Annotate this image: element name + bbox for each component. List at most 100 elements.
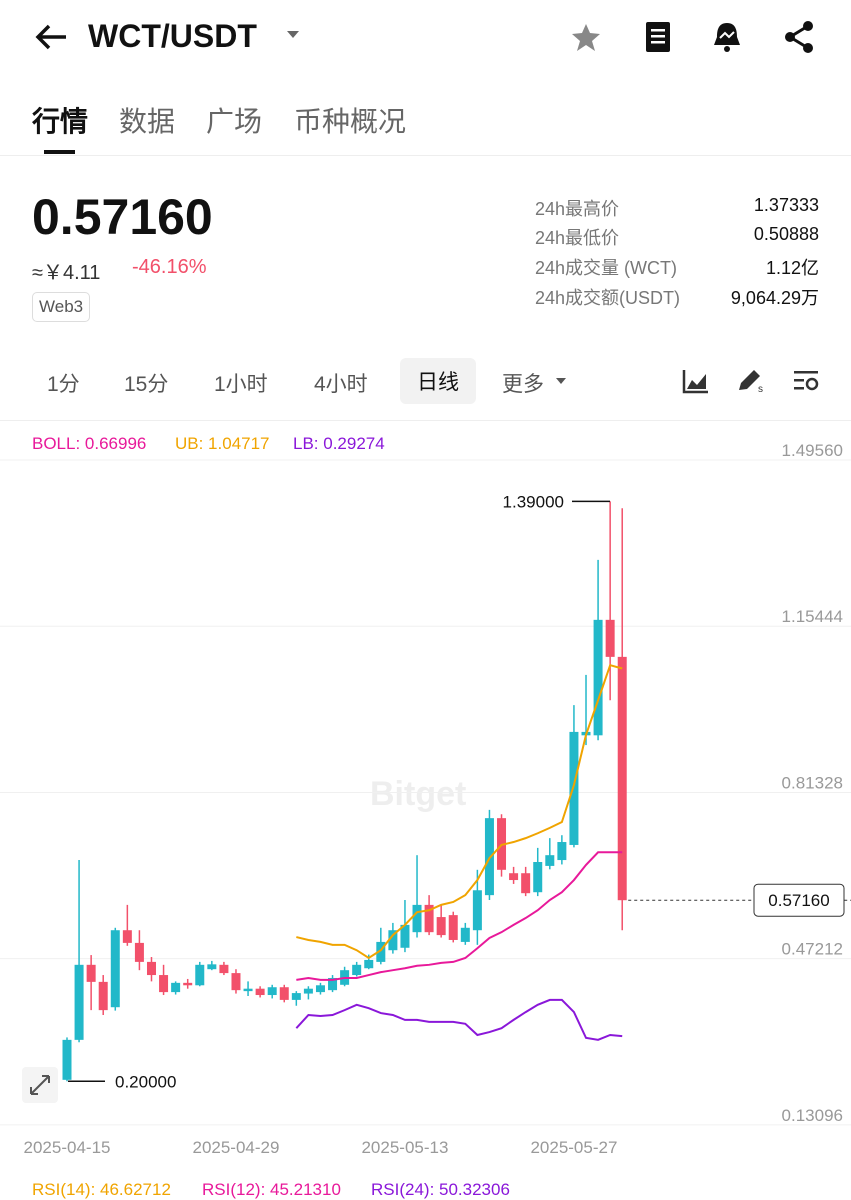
candle-body [593, 619, 603, 736]
x-tick-label: 2025-05-27 [530, 1138, 617, 1157]
candle-body [352, 964, 362, 976]
candle-body [243, 988, 253, 992]
candle-body [315, 985, 325, 993]
y-tick-label: 0.81328 [782, 773, 843, 792]
candle-body [207, 964, 217, 970]
share-icon[interactable] [782, 20, 816, 54]
stat-value: 9,064.29万 [730, 288, 819, 308]
candle-body [183, 982, 193, 986]
tab-underline [44, 150, 75, 154]
candle-body [424, 904, 434, 933]
rsi-label: RSI(12): 45.21310 [202, 1180, 341, 1199]
candle-body [412, 904, 422, 933]
candle-body [267, 987, 277, 996]
candle-body [171, 982, 181, 993]
candle-body [605, 619, 615, 657]
max-marker-label: 1.39000 [503, 492, 564, 511]
tab[interactable]: 行情 [32, 106, 89, 137]
candle-body [557, 842, 567, 861]
candle-body [364, 959, 374, 969]
kline-chart: Bitget BOLL: 0.66996 UB: 1.04717 LB: 0.292… [0, 434, 851, 1157]
draw-icon-glyph: s [758, 384, 763, 394]
candle-body [303, 988, 313, 994]
candle-body [86, 964, 96, 982]
draw-icon[interactable]: s [736, 366, 766, 394]
stat-value: 0.50888 [753, 224, 819, 244]
y-tick-label: 1.49560 [782, 441, 843, 460]
divider [0, 420, 851, 421]
last-price: 0.57160 [32, 189, 213, 245]
candle-body [436, 917, 446, 936]
tab[interactable]: 数据 [119, 106, 176, 137]
indicator-legend: UB: 1.04717 [175, 434, 270, 453]
candle-body [545, 855, 555, 866]
web3-tag[interactable]: Web3 [32, 292, 91, 322]
candle-body [533, 862, 543, 893]
candle-body [159, 975, 169, 993]
stat-value: 1.37333 [753, 195, 819, 215]
min-marker-label: 0.20000 [115, 1072, 176, 1091]
candle-body [110, 930, 120, 1008]
candle-body [569, 731, 579, 845]
chart-type-icon[interactable] [682, 368, 710, 394]
rsi-label: RSI(14): 46.62712 [32, 1180, 171, 1199]
x-tick-label: 2025-04-29 [192, 1138, 279, 1157]
indicator-line [296, 663, 623, 960]
candle-body [134, 942, 144, 962]
candle-body [472, 890, 482, 931]
tab[interactable]: 广场 [206, 106, 263, 137]
rsi-label: RSI(24): 50.32306 [371, 1180, 510, 1199]
indicator-line [296, 851, 623, 981]
y-tick-label: 0.13096 [782, 1106, 843, 1125]
back-button[interactable] [34, 22, 68, 52]
timeframe[interactable]: 1分 [47, 373, 80, 396]
x-tick-label: 2025-04-15 [24, 1138, 111, 1157]
candle-body [448, 915, 458, 940]
timeframe[interactable]: 更多 [502, 373, 544, 396]
candle-body [388, 930, 398, 951]
candle-body [74, 964, 84, 1040]
timeframe[interactable]: 4小时 [314, 373, 368, 396]
favorite-icon[interactable] [570, 22, 602, 52]
notes-icon[interactable] [642, 20, 674, 54]
stat-label: 24h成交量 (WCT) [535, 258, 678, 278]
candle-body [62, 1039, 72, 1080]
candle-body [255, 988, 265, 996]
expand-icon [30, 1075, 50, 1095]
tab[interactable]: 币种概况 [294, 106, 407, 137]
candle-body [400, 924, 410, 948]
y-tick-label: 0.47212 [782, 940, 843, 959]
stat-value: 1.12亿 [765, 258, 819, 278]
candle-body [328, 977, 338, 991]
candle-body [98, 981, 108, 1011]
candle-body [460, 927, 470, 942]
last-price-label: 0.57160 [768, 891, 829, 910]
price-change: -46.16% [132, 256, 207, 278]
last-price-box [753, 883, 845, 917]
candle-body [195, 964, 205, 986]
candle-body [231, 973, 241, 991]
alert-icon[interactable] [710, 20, 744, 54]
candle-body [617, 656, 627, 901]
pair-dropdown[interactable] [286, 30, 300, 40]
y-tick-label: 1.15444 [782, 607, 843, 626]
stat-label: 24h成交额(USDT) [535, 288, 681, 308]
x-tick-label: 2025-05-13 [361, 1138, 448, 1157]
more-dropdown[interactable] [555, 377, 567, 385]
timeframe[interactable]: 15分 [124, 373, 169, 396]
divider [0, 155, 851, 156]
candle-body [279, 987, 289, 1000]
stat-label: 24h最高价 [535, 199, 620, 219]
cny-price: ≈￥4.11 [32, 262, 101, 284]
candle-body [521, 873, 531, 894]
indicator-legend: BOLL: 0.66996 [32, 434, 146, 453]
indicator-legend: LB: 0.29274 [293, 434, 385, 453]
timeframe[interactable]: 日线 [400, 358, 476, 404]
candle-body [146, 961, 156, 976]
candle-body [509, 873, 519, 881]
timeframe[interactable]: 1小时 [214, 373, 268, 396]
candle-body [122, 930, 132, 943]
pair-title[interactable]: WCT/USDT [88, 18, 257, 54]
settings-icon[interactable] [792, 368, 820, 394]
